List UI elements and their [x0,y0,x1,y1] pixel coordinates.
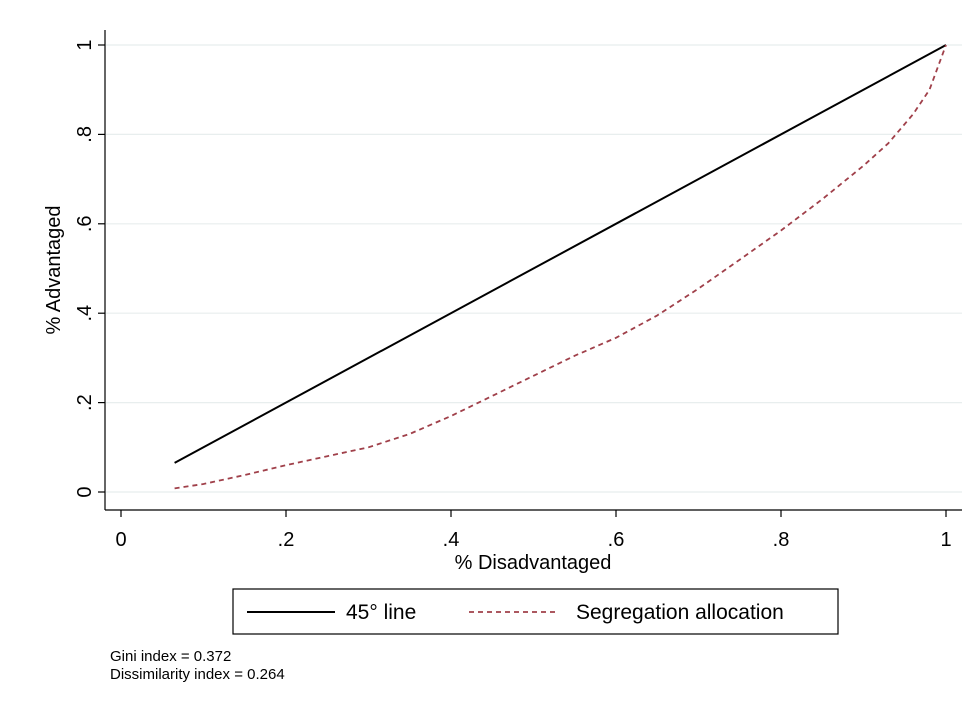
dissimilarity-note: Dissimilarity index = 0.264 [110,666,285,684]
y-tick-label-2: .4 [74,305,96,322]
legend-label-45-line: 45° line [346,601,416,624]
x-tick-label-4: .8 [773,529,790,551]
y-tick-label-3: .6 [74,215,96,232]
x-tick-label-2: .4 [443,529,460,551]
dissimilarity-value: 0.264 [247,666,285,683]
x-tick-label-3: .6 [608,529,625,551]
gini-value: 0.372 [193,648,232,665]
y-tick-label-5: 1 [74,39,96,50]
y-tick-label-1: .2 [74,394,96,411]
gini-note: Gini index = 0.372 [110,648,231,666]
series [174,44,947,490]
gridlines [106,44,962,493]
dissimilarity-label: Dissimilarity index = [110,666,248,683]
ticks: 0 .2 .4 .6 .8 1 0 .2 .4 .6 .8 1 [74,39,952,551]
x-tick-label-0: 0 [115,529,126,551]
gini-label: Gini index = [110,648,194,665]
legend-label-segregation: Segregation allocation [576,601,784,624]
x-tick-label-5: 1 [940,529,951,551]
y-axis-title: % Advantaged [43,206,65,335]
y-tick-label-0: 0 [74,486,96,497]
series-segregation-allocation [174,44,947,490]
x-tick-label-1: .2 [278,529,295,551]
y-tick-label-4: .8 [74,126,96,143]
legend: 45° line Segregation allocation [232,588,839,635]
series-45-line [174,44,947,464]
axes [104,30,962,511]
x-axis-title: % Disadvantaged [455,552,612,574]
